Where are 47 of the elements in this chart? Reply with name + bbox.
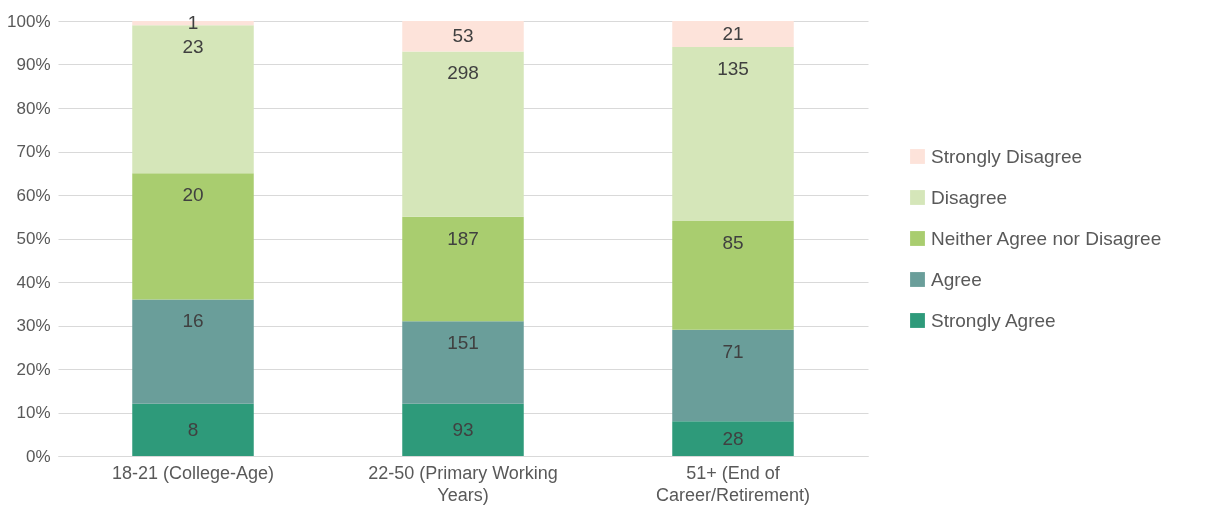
bar: [402, 403, 524, 456]
bar: [672, 21, 794, 48]
y-tick-label: 90%: [16, 55, 51, 74]
bar: [132, 403, 254, 456]
bar: [132, 173, 254, 300]
y-tick-label: 70%: [16, 142, 51, 161]
y-tick-label: 30%: [16, 316, 51, 335]
bar: [402, 321, 524, 404]
bar: [672, 421, 794, 456]
bar: [132, 299, 254, 404]
annotation: 21: [722, 23, 744, 45]
x-tick-label: 18-21 (College-Age): [111, 462, 275, 483]
annotation: 298: [447, 62, 479, 84]
legend-label: Strongly Agree: [931, 309, 1056, 331]
annotation: 16: [182, 310, 204, 332]
annotation: 28: [722, 427, 744, 449]
bar: [402, 21, 524, 52]
legend-label: Strongly Disagree: [931, 145, 1083, 167]
annotation: 93: [452, 418, 474, 440]
bar: [672, 47, 794, 222]
annotation: 151: [447, 332, 479, 354]
legend-label: Disagree: [931, 186, 1008, 208]
bar: [402, 216, 524, 322]
y-tick-label: 10%: [16, 403, 51, 422]
annotation: 1: [187, 12, 199, 34]
annotation: 53: [452, 25, 474, 47]
y-tick-label: 80%: [16, 98, 51, 118]
y-tick-label: 100%: [7, 11, 51, 31]
y-tick-label: 0%: [25, 446, 51, 466]
y-tick-label: 60%: [16, 185, 51, 205]
y-tick-label: 20%: [16, 359, 51, 379]
annotation: 135: [717, 58, 749, 80]
bar: [402, 51, 524, 217]
bar: [672, 221, 794, 330]
annotation: 187: [447, 227, 479, 249]
annotation: 23: [182, 36, 204, 58]
legend-label: Neither Agree nor Disagree: [931, 227, 1162, 249]
legend-label: Agree: [931, 268, 982, 290]
annotation: 85: [722, 232, 744, 254]
annotation: 71: [722, 340, 744, 362]
bar: [672, 329, 794, 422]
x-tick-label: 22-50 (Primary Working Years): [368, 462, 558, 505]
annotation: 8: [187, 418, 199, 440]
y-tick-label: 40%: [16, 272, 51, 292]
y-tick-label: 50%: [16, 229, 51, 248]
annotation: 20: [182, 184, 204, 206]
x-tick-label: 51+ (End of Career/Retirement): [655, 462, 811, 505]
